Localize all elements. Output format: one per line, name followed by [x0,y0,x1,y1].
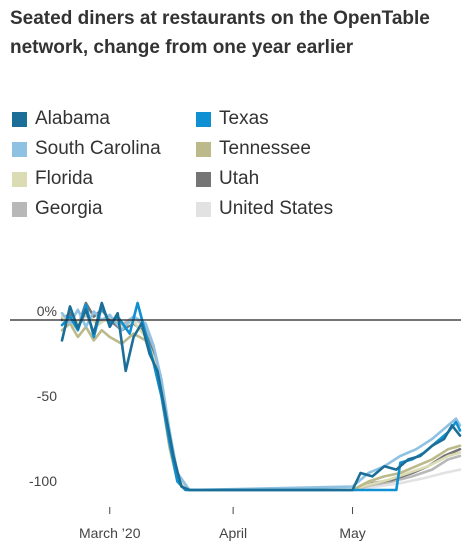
legend-item-texas: Texas [196,104,269,134]
legend-swatch [12,201,27,217]
legend-swatch [196,201,211,217]
legend-label: Utah [219,168,260,189]
y-axis: 0% -50 -100 [29,303,57,489]
chart-title: Seated diners at restaurants on the Open… [10,8,430,58]
legend-label: Alabama [35,108,110,129]
legend-label: Florida [35,168,94,189]
x-tick-label: May [339,525,365,541]
legend-label: United States [219,198,334,219]
legend-swatch [196,141,211,157]
y-tick-label: 0% [37,303,57,319]
legend-swatch [12,171,27,187]
legend-item-utah: Utah [196,164,259,194]
legend-item-alabama: Alabama [12,104,110,134]
x-tick-label: March ’20 [79,525,141,541]
legend-swatch [12,141,27,157]
series-lines [60,301,462,492]
legend-swatch [12,111,27,127]
chart-plot: 0% -50 -100 March ’20 April May [10,301,462,541]
x-axis: March ’20 April May [79,507,366,541]
x-tick-label: April [219,525,247,541]
legend-label: South Carolina [35,138,161,159]
y-tick-label: -50 [37,388,57,404]
legend-item-united-states: United States [196,194,333,224]
legend-item-georgia: Georgia [12,194,103,224]
legend-item-florida: Florida [12,164,93,194]
legend-item-tennessee: Tennessee [196,134,311,164]
legend-label: Texas [219,108,269,129]
series-line-alabama [60,301,462,492]
legend-swatch [196,111,211,127]
legend-label: Georgia [35,198,103,219]
legend-swatch [196,171,211,187]
series-line-south-carolina [60,308,462,492]
legend-label: Tennessee [219,138,311,159]
legend-item-south-carolina: South Carolina [12,134,161,164]
y-tick-label: -100 [29,473,57,489]
